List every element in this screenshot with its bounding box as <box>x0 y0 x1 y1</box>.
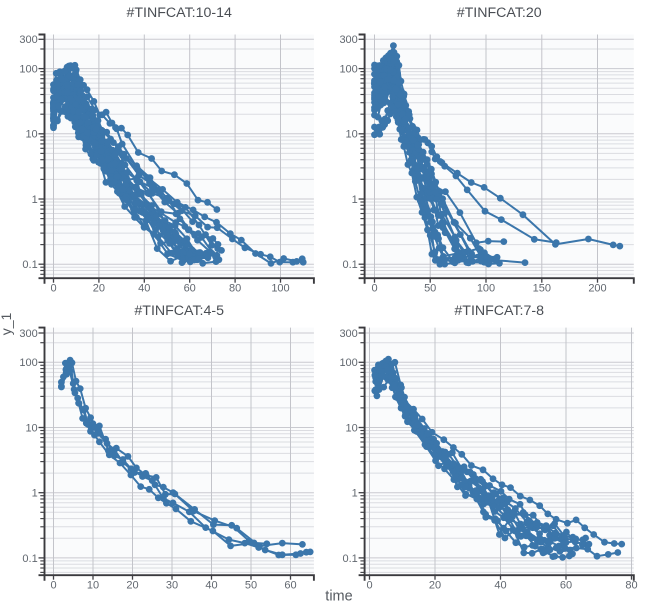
svg-text:#TINFCAT:10-14: #TINFCAT:10-14 <box>127 5 232 21</box>
svg-text:1: 1 <box>32 194 38 206</box>
svg-text:#TINFCAT:7-8: #TINFCAT:7-8 <box>454 303 544 319</box>
svg-text:0.1: 0.1 <box>22 259 37 271</box>
svg-text:300: 300 <box>339 328 357 340</box>
svg-text:60: 60 <box>560 579 572 591</box>
svg-text:60: 60 <box>284 579 296 591</box>
svg-text:300: 300 <box>339 34 357 46</box>
svg-text:100: 100 <box>19 64 37 76</box>
svg-text:10: 10 <box>25 422 37 434</box>
svg-text:40: 40 <box>138 282 150 294</box>
svg-text:y_1: y_1 <box>0 313 14 336</box>
svg-text:50: 50 <box>424 282 436 294</box>
svg-text:20: 20 <box>126 579 138 591</box>
svg-text:#TINFCAT:4-5: #TINFCAT:4-5 <box>134 303 224 319</box>
svg-text:80: 80 <box>229 282 241 294</box>
svg-text:10: 10 <box>25 129 37 141</box>
svg-text:10: 10 <box>346 422 358 434</box>
svg-text:0: 0 <box>50 282 56 294</box>
svg-text:1: 1 <box>352 488 358 500</box>
svg-text:10: 10 <box>87 579 99 591</box>
svg-text:40: 40 <box>494 579 506 591</box>
svg-text:0: 0 <box>371 282 377 294</box>
svg-text:50: 50 <box>245 579 257 591</box>
svg-text:100: 100 <box>271 282 289 294</box>
svg-text:40: 40 <box>205 579 217 591</box>
svg-text:200: 200 <box>588 282 606 294</box>
svg-text:100: 100 <box>339 64 357 76</box>
svg-text:#TINFCAT:20: #TINFCAT:20 <box>457 5 542 21</box>
svg-text:300: 300 <box>19 328 37 340</box>
svg-text:20: 20 <box>429 579 441 591</box>
svg-text:300: 300 <box>19 34 37 46</box>
svg-text:time: time <box>325 589 352 605</box>
svg-text:1: 1 <box>352 194 358 206</box>
svg-text:100: 100 <box>339 357 357 369</box>
svg-text:60: 60 <box>184 282 196 294</box>
svg-text:100: 100 <box>19 357 37 369</box>
svg-text:0.1: 0.1 <box>343 553 358 565</box>
svg-text:0.1: 0.1 <box>343 259 358 271</box>
svg-text:0: 0 <box>50 579 56 591</box>
svg-text:20: 20 <box>93 282 105 294</box>
svg-text:0: 0 <box>366 579 372 591</box>
svg-text:100: 100 <box>477 282 495 294</box>
svg-text:1: 1 <box>32 488 38 500</box>
svg-text:150: 150 <box>533 282 551 294</box>
svg-text:80: 80 <box>625 579 637 591</box>
svg-text:30: 30 <box>166 579 178 591</box>
svg-text:0.1: 0.1 <box>22 553 37 565</box>
svg-text:10: 10 <box>346 129 358 141</box>
